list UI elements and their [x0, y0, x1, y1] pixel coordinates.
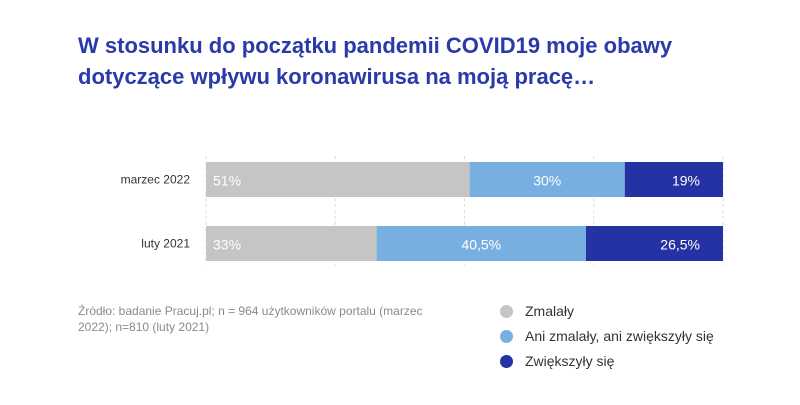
legend-item-zwiekszyly: Zwiększyły się [500, 349, 714, 373]
data-label-2-1: 26,5% [660, 237, 700, 253]
bar-1-0 [469, 162, 625, 197]
bar-2-0 [624, 162, 723, 197]
category-label-1: luty 2021 [141, 237, 190, 251]
data-label-1-1: 40,5% [461, 237, 501, 253]
data-label-1-0: 30% [533, 173, 561, 189]
chart-title-line-2: dotyczące wpływu koronawirusa na moją pr… [78, 64, 596, 89]
legend-label-zmalaly: Zmalały [525, 303, 575, 319]
bar-2-1 [585, 226, 723, 261]
legend-swatch-zwiekszyly [500, 354, 513, 368]
legend-swatch-zmalaly [500, 304, 513, 318]
data-label-2-0: 19% [672, 173, 700, 189]
legend-swatch-ani [500, 329, 513, 343]
source-note: Źródło: badanie Pracuj.pl; n = 964 użytk… [78, 304, 423, 334]
chart-title: W stosunku do początku pandemii COVID19 … [78, 30, 778, 92]
legend-label-zwiekszyly: Zwiększyły się [525, 353, 615, 369]
legend-item-zmalaly: Zmalały [500, 299, 714, 323]
legend: Zmalały Ani zmalały, ani zwiększyły się … [500, 299, 714, 374]
bar-0-0 [206, 162, 470, 197]
data-label-0-0: 51% [213, 173, 241, 189]
chart-title-line-1: W stosunku do początku pandemii COVID19 … [78, 33, 673, 58]
bar-0-1 [206, 226, 377, 261]
bar-1-1 [376, 226, 586, 261]
legend-label-ani: Ani zmalały, ani zwiększyły się [525, 328, 714, 344]
category-label-0: marzec 2022 [121, 173, 191, 187]
stacked-bar-chart: marzec 2022 51% 30% 19% luty 2021 33% 40,5% 26,… [121, 156, 724, 265]
data-label-0-1: 33% [213, 237, 241, 253]
legend-item-ani: Ani zmalały, ani zwiększyły się [500, 324, 714, 348]
